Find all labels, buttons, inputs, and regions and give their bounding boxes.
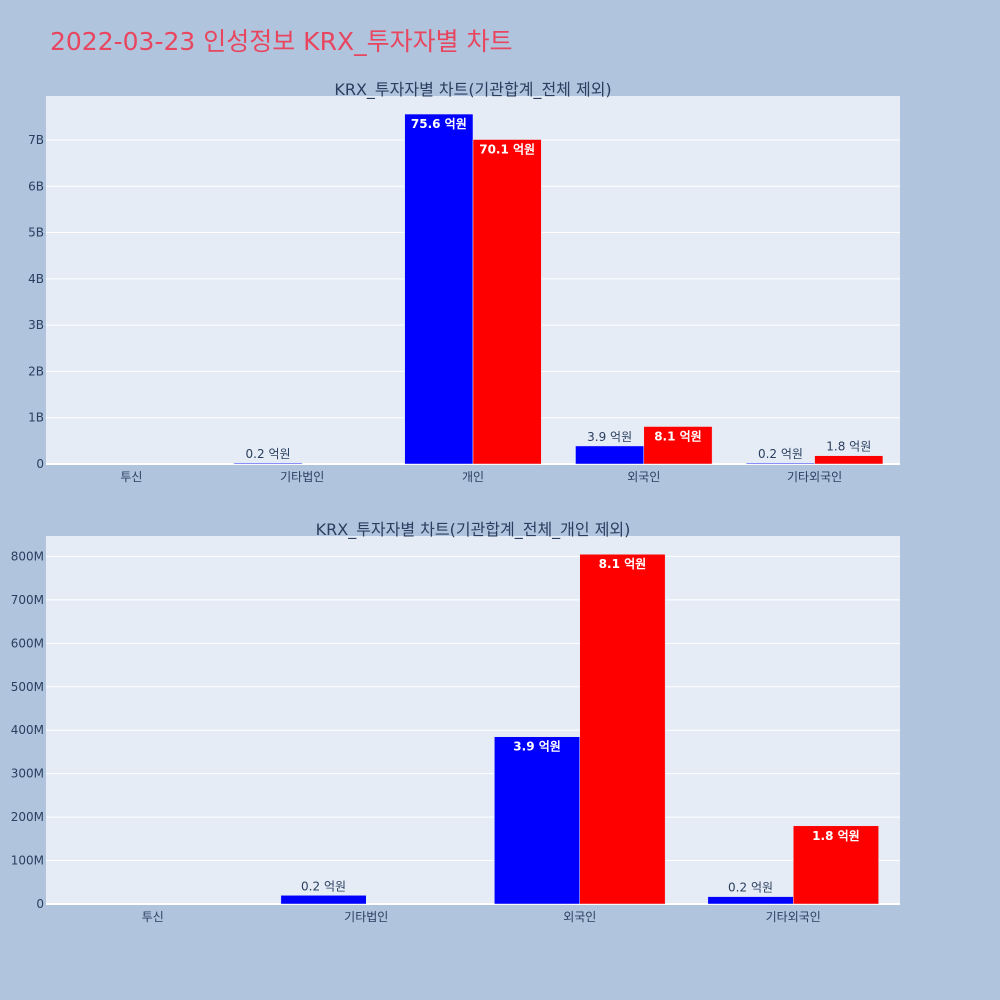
chart-title: KRX_투자자별 차트(기관합계_전체 제외) (334, 80, 611, 100)
data-label: 1.8 억원 (826, 440, 871, 454)
data-label: 8.1 억원 (654, 430, 702, 444)
bar (233, 462, 303, 465)
y-tick-label: 7B (28, 133, 44, 147)
bar (494, 736, 581, 905)
y-tick-label: 4B (28, 272, 44, 286)
y-tick-label: 5B (28, 226, 44, 240)
data-label: 0.2 억원 (728, 881, 773, 895)
plot-area (46, 536, 900, 904)
x-tick-label: 기타법인 (280, 470, 324, 484)
y-tick-label: 100M (11, 854, 44, 868)
data-label: 3.9 억원 (513, 740, 561, 754)
x-tick-label: 기타외국인 (787, 470, 842, 484)
data-label: 8.1 억원 (599, 557, 647, 571)
y-tick-label: 0 (36, 457, 44, 471)
bar (643, 426, 713, 465)
x-tick-label: 기타외국인 (766, 910, 821, 924)
y-tick-label: 200M (11, 810, 44, 824)
y-tick-label: 0 (36, 897, 44, 911)
y-tick-label: 500M (11, 680, 44, 694)
bar (814, 455, 884, 465)
y-tick-label: 3B (28, 318, 44, 332)
bar (707, 896, 794, 905)
data-label: 3.9 억원 (587, 430, 632, 444)
chart-title: KRX_투자자별 차트(기관합계_전체_개인 제외) (316, 520, 631, 540)
bar (280, 895, 367, 905)
bar (579, 553, 666, 905)
data-label: 70.1 억원 (479, 143, 535, 157)
x-tick-label: 투신 (142, 910, 164, 924)
bar (793, 825, 879, 905)
bar (404, 113, 474, 465)
x-tick-label: 외국인 (627, 470, 660, 484)
y-tick-label: 1B (28, 411, 44, 425)
data-label: 1.8 억원 (812, 829, 860, 843)
x-tick-label: 개인 (462, 470, 484, 484)
y-tick-label: 6B (28, 179, 44, 193)
x-tick-label: 기타법인 (344, 910, 388, 924)
y-tick-label: 400M (11, 723, 44, 737)
x-tick-label: 외국인 (563, 910, 596, 924)
bar (472, 139, 542, 465)
chart-1-bar-chart: KRX_투자자별 차트(기관합계_전체 제외) 0 1B 2B 3B 4B 5B 6B 7B 투신… (28, 80, 900, 484)
x-tick-label: 투신 (120, 470, 142, 484)
y-tick-label: 600M (11, 636, 44, 650)
y-tick-label: 800M (11, 549, 44, 563)
page-title: 2022-03-23 인성정보 KRX_투자자별 차트 (50, 27, 513, 56)
data-label: 0.2 억원 (758, 447, 803, 461)
data-label: 0.2 억원 (301, 879, 346, 893)
y-tick-label: 700M (11, 593, 44, 607)
data-label: 75.6 억원 (411, 117, 467, 131)
y-tick-label: 300M (11, 767, 44, 781)
data-label: 0.2 억원 (246, 447, 291, 461)
y-tick-label: 2B (28, 364, 44, 378)
